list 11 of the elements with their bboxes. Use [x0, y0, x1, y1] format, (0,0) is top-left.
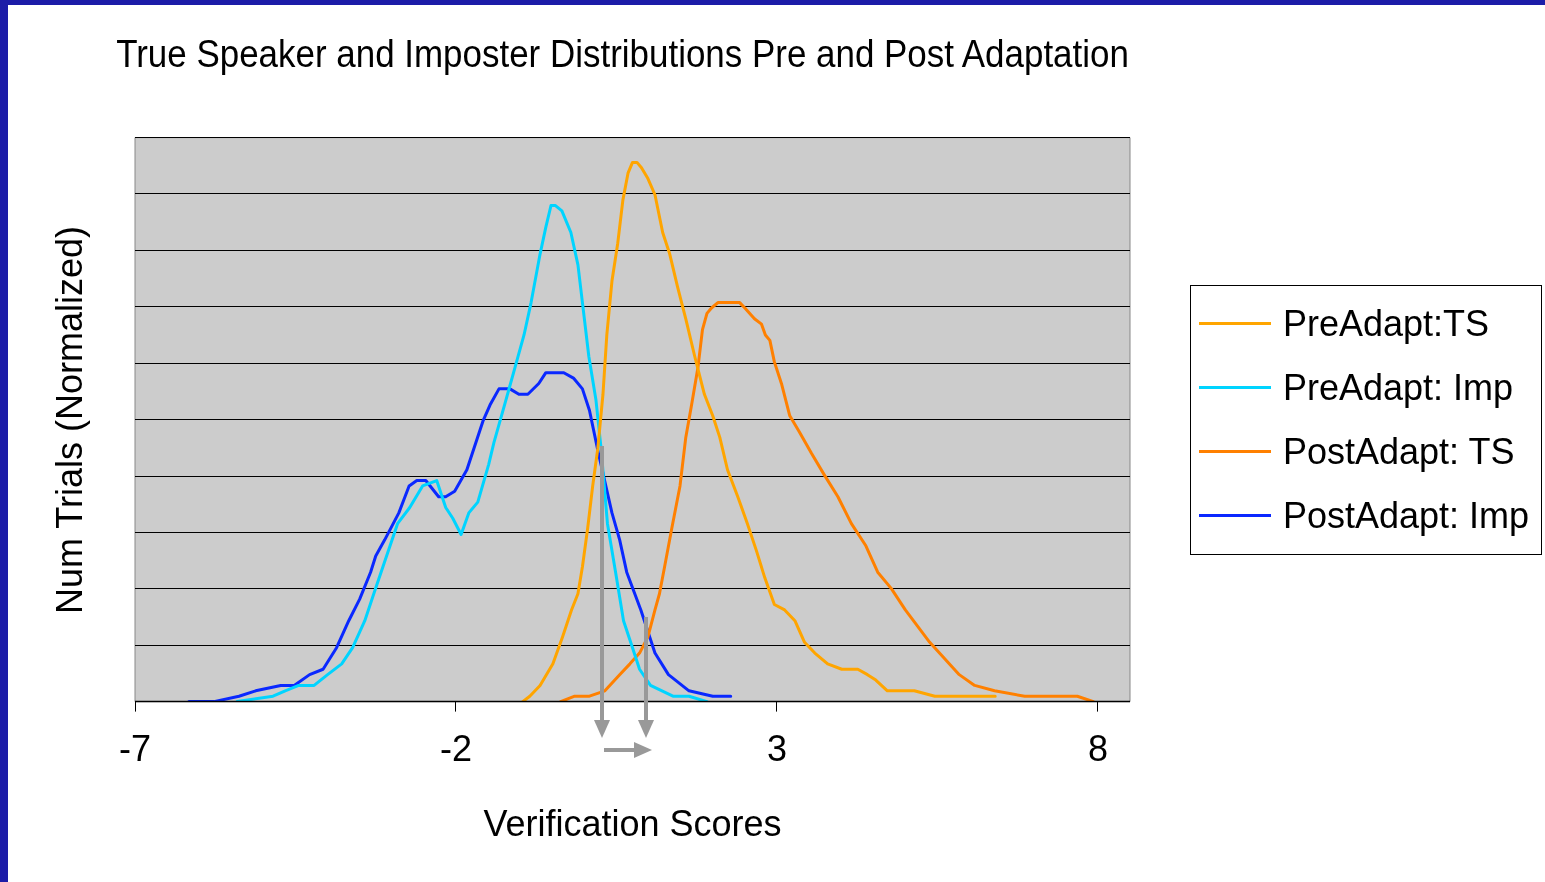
legend-label: PreAdapt: Imp — [1283, 366, 1514, 409]
x-tick-label: 8 — [1087, 728, 1108, 770]
x-tick-label: -7 — [118, 728, 152, 770]
legend-label: PreAdapt:TS — [1283, 302, 1490, 345]
x-tick-label: 3 — [766, 728, 787, 770]
legend-label: PostAdapt: Imp — [1283, 494, 1530, 537]
legend-label: PostAdapt: TS — [1283, 430, 1515, 473]
x-tick-label: -2 — [439, 728, 472, 770]
chart-title: True Speaker and Imposter Distributions Pre and Post Adaptation — [116, 32, 1129, 76]
y-axis-title: Num Trials (Normalized) — [49, 225, 91, 614]
x-axis-title: Verification Scores — [483, 803, 782, 845]
